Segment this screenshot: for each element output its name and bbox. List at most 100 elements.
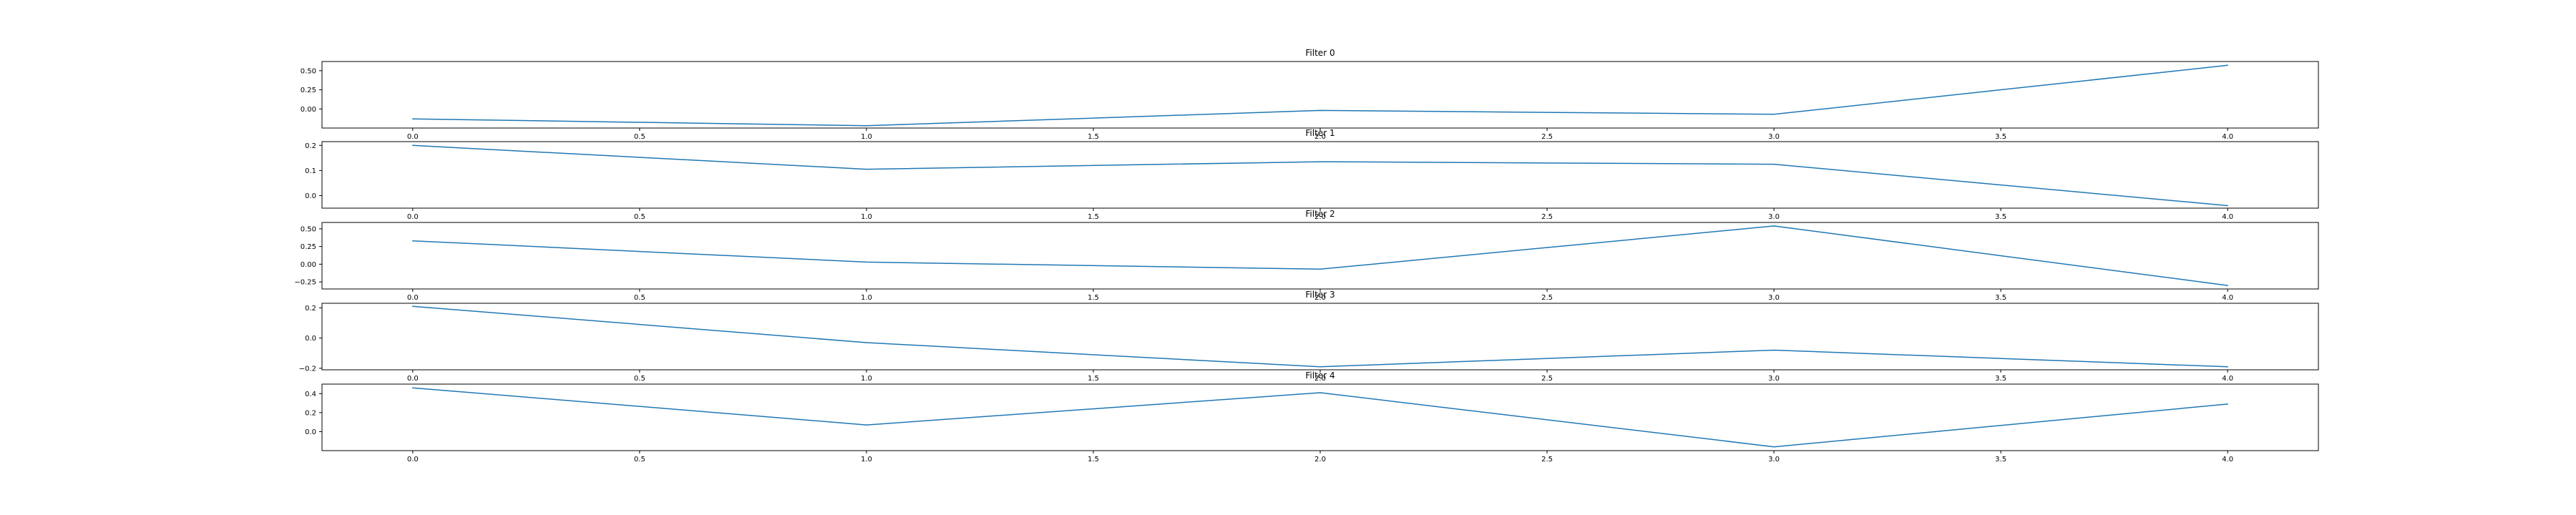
x-tick-label: 2.5	[1541, 294, 1553, 302]
data-point	[2227, 285, 2228, 286]
y-tick-label: 0.2	[305, 409, 316, 417]
x-tick-label: 0.0	[407, 133, 419, 141]
data-point	[1773, 349, 1775, 351]
x-tick-label: 4.0	[2222, 294, 2233, 302]
x-tick-label: 3.0	[1768, 375, 1780, 383]
y-tick-label: 0.25	[301, 243, 316, 251]
x-tick-label: 0.0	[407, 456, 419, 464]
y-tick-label: 0.0	[305, 428, 316, 436]
x-tick-label: 3.0	[1768, 294, 1780, 302]
x-tick-label: 4.0	[2222, 375, 2233, 383]
data-point	[1773, 225, 1775, 227]
data-point	[2227, 403, 2228, 405]
plot-frame	[321, 141, 2319, 209]
y-tick-label: 0.2	[305, 305, 316, 313]
x-tick-label: 1.5	[1088, 456, 1099, 464]
chart-title: Filter 0	[1305, 48, 1335, 58]
x-tick-label: 3.5	[1995, 133, 2006, 141]
x-tick-label: 2.0	[1314, 375, 1326, 383]
x-tick-label: 2.0	[1314, 456, 1326, 464]
series-line	[412, 225, 2228, 286]
data-point	[412, 144, 414, 147]
x-tick-label: 2.5	[1541, 375, 1553, 383]
data-point	[412, 387, 414, 389]
y-tick-label: 0.2	[305, 142, 316, 150]
x-tick-label: 2.0	[1314, 294, 1326, 302]
x-tick-label: 1.0	[861, 375, 872, 383]
data-point	[2227, 64, 2228, 67]
y-tick-label: −0.25	[294, 279, 316, 287]
data-point	[1319, 109, 1321, 112]
x-tick-label: 0.0	[407, 294, 419, 302]
y-tick-label: 0.50	[301, 67, 316, 75]
x-tick-label: 3.5	[1995, 294, 2006, 302]
y-tick-label: 0.25	[301, 87, 316, 94]
x-tick-label: 0.5	[634, 213, 645, 221]
x-tick-label: 2.5	[1541, 213, 1553, 221]
x-tick-label: 1.0	[861, 213, 872, 221]
x-tick-label: 0.5	[634, 133, 645, 141]
x-tick-label: 2.0	[1314, 133, 1326, 141]
data-point	[412, 305, 414, 308]
series-line	[412, 387, 2228, 448]
data-point	[1773, 446, 1775, 448]
x-tick-label: 0.5	[634, 294, 645, 302]
data-point	[866, 261, 867, 263]
chart-title: Filter 4	[1305, 371, 1335, 381]
x-tick-label: 1.5	[1088, 294, 1099, 302]
chart-title: Filter 1	[1305, 128, 1335, 138]
x-tick-label: 1.5	[1088, 133, 1099, 141]
chart-title: Filter 2	[1305, 209, 1335, 219]
x-tick-label: 2.0	[1314, 213, 1326, 221]
y-tick-label: 0.0	[305, 335, 316, 343]
y-tick-label: 0.50	[301, 225, 316, 233]
plot-frame	[321, 61, 2319, 129]
data-point	[412, 118, 414, 119]
x-tick-label: 4.0	[2222, 456, 2233, 464]
y-tick-label: 0.4	[305, 391, 316, 398]
data-point	[1319, 392, 1321, 393]
data-point	[1319, 366, 1321, 368]
x-tick-label: 4.0	[2222, 213, 2233, 221]
x-tick-label: 1.0	[861, 294, 872, 302]
x-tick-label: 3.5	[1995, 456, 2006, 464]
data-point	[866, 342, 867, 343]
x-tick-label: 1.0	[861, 133, 872, 141]
plot-frame	[321, 303, 2319, 371]
data-point	[866, 424, 867, 426]
x-tick-label: 1.0	[861, 456, 872, 464]
data-point	[1319, 161, 1321, 162]
x-tick-label: 0.0	[407, 213, 419, 221]
plot-frame	[321, 222, 2319, 290]
series-line	[412, 64, 2228, 127]
data-point	[2227, 205, 2228, 207]
y-tick-label: 0.00	[301, 261, 316, 269]
x-tick-label: 3.5	[1995, 375, 2006, 383]
x-tick-label: 2.5	[1541, 133, 1553, 141]
data-point	[1773, 163, 1775, 165]
x-tick-label: 1.5	[1088, 375, 1099, 383]
series-line	[412, 144, 2228, 207]
x-tick-label: 2.5	[1541, 456, 1553, 464]
data-point	[412, 240, 414, 242]
x-tick-label: 3.0	[1768, 213, 1780, 221]
x-tick-label: 3.5	[1995, 213, 2006, 221]
y-tick-label: 0.00	[301, 106, 316, 114]
x-tick-label: 0.5	[634, 456, 645, 464]
y-tick-label: −0.2	[299, 365, 316, 373]
x-tick-label: 3.0	[1768, 456, 1780, 464]
y-tick-label: 0.0	[305, 192, 316, 200]
x-tick-label: 4.0	[2222, 133, 2233, 141]
x-tick-label: 0.0	[407, 375, 419, 383]
y-tick-label: 0.1	[305, 167, 316, 175]
data-point	[1319, 268, 1321, 270]
x-tick-label: 0.5	[634, 375, 645, 383]
x-tick-label: 3.0	[1768, 133, 1780, 141]
series-line	[412, 305, 2228, 368]
data-point	[866, 168, 867, 170]
data-point	[2227, 366, 2228, 368]
data-point	[1773, 113, 1775, 115]
plot-frame	[321, 383, 2319, 451]
chart-title: Filter 3	[1305, 290, 1335, 300]
x-tick-label: 1.5	[1088, 213, 1099, 221]
